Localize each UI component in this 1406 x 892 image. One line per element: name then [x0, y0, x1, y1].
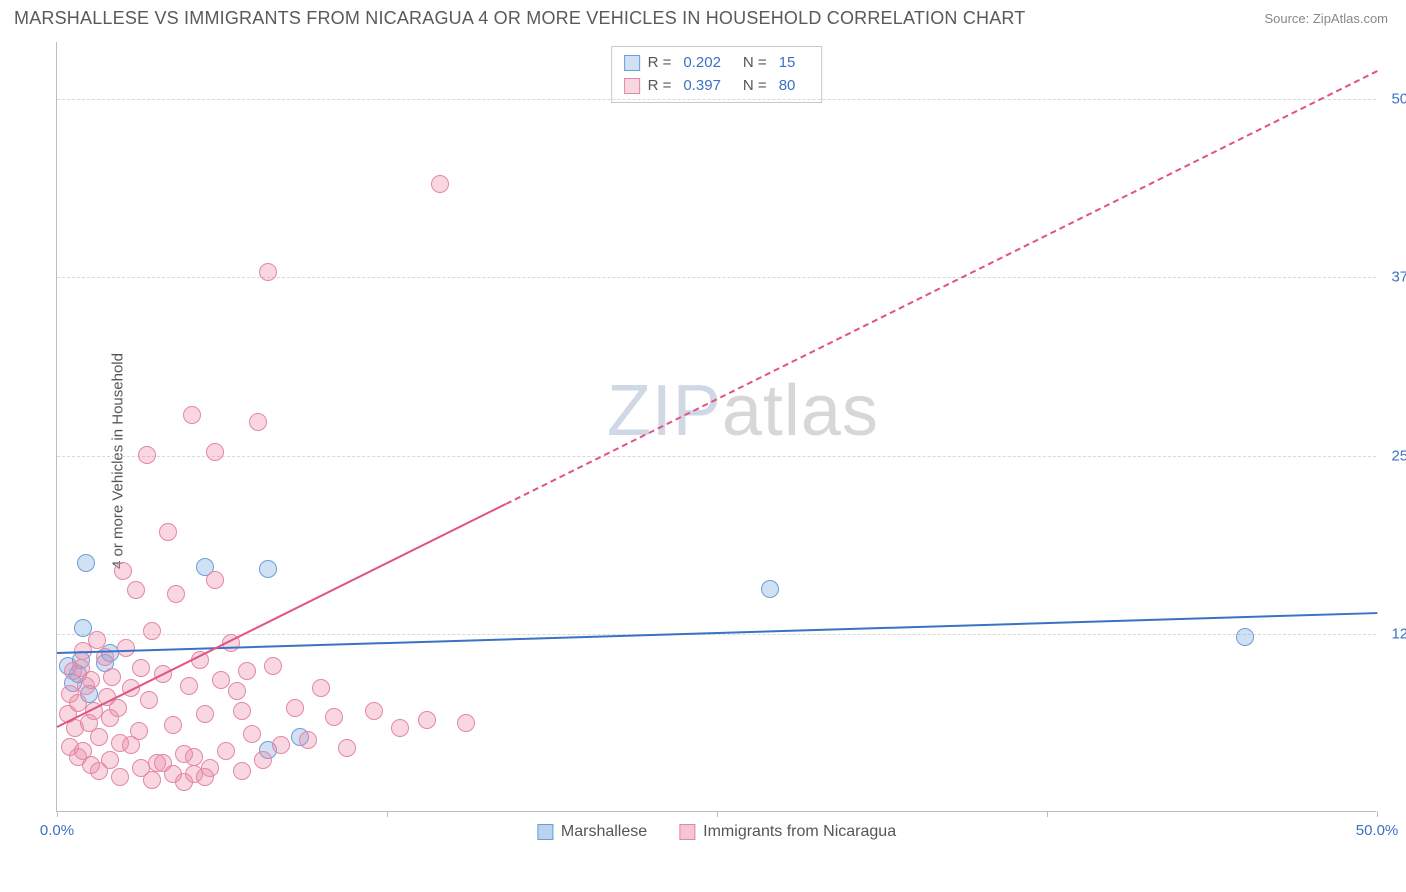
data-point — [164, 716, 182, 734]
stat-n-label: N = — [743, 52, 767, 75]
legend: Marshallese Immigrants from Nicaragua — [537, 823, 896, 841]
stat-r-value: 0.202 — [683, 52, 721, 75]
x-tick-mark — [1047, 811, 1048, 817]
trend-line — [505, 71, 1377, 506]
legend-swatch — [679, 824, 695, 840]
data-point — [196, 768, 214, 786]
stat-row: R = 0.202 N = 15 — [624, 52, 810, 75]
y-tick-label: 37.5% — [1382, 269, 1406, 286]
data-point — [167, 585, 185, 603]
data-point — [180, 677, 198, 695]
data-point — [325, 708, 343, 726]
legend-label: Marshallese — [561, 823, 647, 841]
legend-item: Immigrants from Nicaragua — [679, 823, 896, 841]
data-point — [196, 705, 214, 723]
data-point — [175, 773, 193, 791]
x-tick-mark — [717, 811, 718, 817]
data-point — [264, 657, 282, 675]
grid-line — [57, 456, 1376, 457]
data-point — [127, 581, 145, 599]
data-point — [312, 679, 330, 697]
x-tick-mark — [387, 811, 388, 817]
watermark: ZIPatlas — [607, 370, 879, 452]
legend-swatch — [537, 824, 553, 840]
data-point — [418, 711, 436, 729]
data-point — [391, 719, 409, 737]
correlation-stats-box: R = 0.202 N = 15 R = 0.397 N = 80 — [611, 46, 823, 103]
stat-r-label: R = — [648, 75, 672, 98]
data-point — [299, 731, 317, 749]
data-point — [249, 413, 267, 431]
data-point — [185, 748, 203, 766]
series-swatch — [624, 78, 640, 94]
stat-n-value: 15 — [779, 52, 796, 75]
data-point — [90, 728, 108, 746]
y-tick-label: 12.5% — [1382, 625, 1406, 642]
data-point — [77, 554, 95, 572]
grid-line — [57, 277, 1376, 278]
data-point — [259, 263, 277, 281]
stat-n-value: 80 — [779, 75, 796, 98]
data-point — [1236, 628, 1254, 646]
series-swatch — [624, 55, 640, 71]
data-point — [212, 671, 230, 689]
data-point — [457, 714, 475, 732]
data-point — [117, 639, 135, 657]
x-tick-label: 50.0% — [1356, 822, 1399, 839]
data-point — [238, 662, 256, 680]
y-tick-label: 50.0% — [1382, 91, 1406, 108]
data-point — [109, 699, 127, 717]
data-point — [272, 736, 290, 754]
watermark-zip: ZIP — [607, 371, 722, 451]
data-point — [206, 571, 224, 589]
data-point — [159, 523, 177, 541]
data-point — [132, 659, 150, 677]
plot-area: ZIPatlas R =0.202N =15R =0.397N =80 Mars… — [56, 42, 1376, 812]
stat-n-label: N = — [743, 75, 767, 98]
grid-line — [57, 99, 1376, 100]
legend-label: Immigrants from Nicaragua — [703, 823, 896, 841]
chart-title: MARSHALLESE VS IMMIGRANTS FROM NICARAGUA… — [14, 8, 1026, 29]
data-point — [143, 771, 161, 789]
data-point — [761, 580, 779, 598]
chart-header: MARSHALLESE VS IMMIGRANTS FROM NICARAGUA… — [0, 0, 1406, 35]
data-point — [243, 725, 261, 743]
data-point — [122, 736, 140, 754]
data-point — [114, 562, 132, 580]
data-point — [88, 631, 106, 649]
legend-item: Marshallese — [537, 823, 647, 841]
data-point — [338, 739, 356, 757]
data-point — [228, 682, 246, 700]
source-label: Source: ZipAtlas.com — [1264, 11, 1388, 26]
y-tick-label: 25.0% — [1382, 447, 1406, 464]
data-point — [254, 751, 272, 769]
trend-line — [57, 504, 507, 729]
x-tick-mark — [57, 811, 58, 817]
stat-r-value: 0.397 — [683, 75, 721, 98]
data-point — [431, 175, 449, 193]
data-point — [143, 622, 161, 640]
data-point — [183, 406, 201, 424]
data-point — [259, 560, 277, 578]
data-point — [140, 691, 158, 709]
data-point — [82, 671, 100, 689]
stat-row: R = 0.397 N = 80 — [624, 75, 810, 98]
x-tick-mark — [1377, 811, 1378, 817]
data-point — [365, 702, 383, 720]
data-point — [101, 751, 119, 769]
data-point — [111, 768, 129, 786]
x-tick-label: 0.0% — [40, 822, 74, 839]
data-point — [217, 742, 235, 760]
data-point — [286, 699, 304, 717]
data-point — [138, 446, 156, 464]
stat-r-label: R = — [648, 52, 672, 75]
chart-container: 4 or more Vehicles in Household ZIPatlas… — [14, 42, 1392, 880]
data-point — [233, 762, 251, 780]
data-point — [103, 668, 121, 686]
data-point — [206, 443, 224, 461]
data-point — [233, 702, 251, 720]
